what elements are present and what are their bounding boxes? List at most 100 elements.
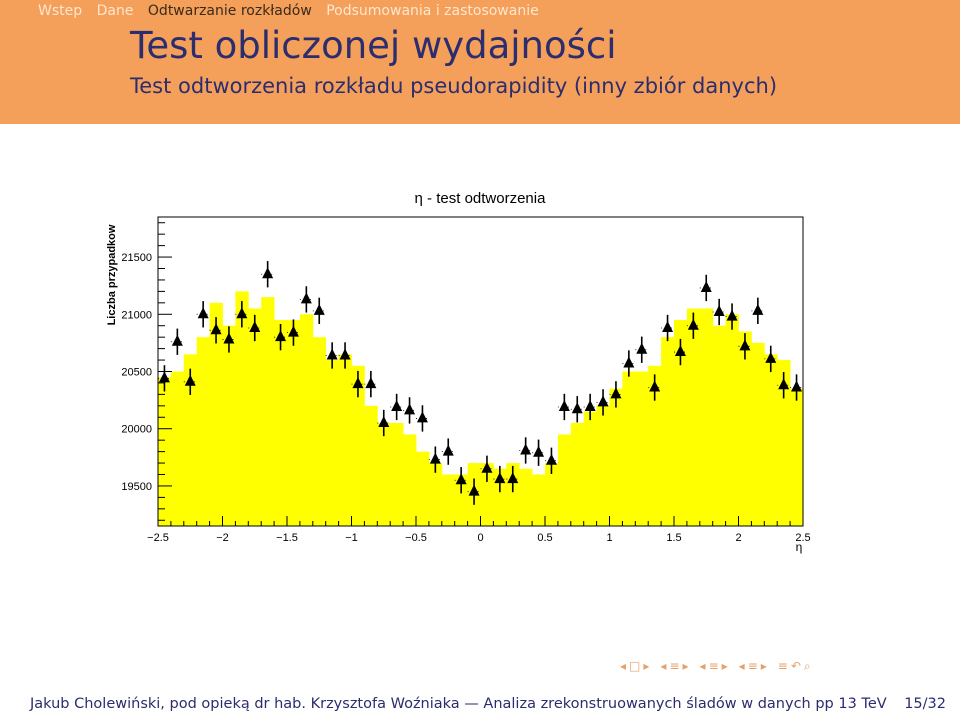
histogram-bar xyxy=(274,320,288,526)
footer-author-title: Jakub Cholewiński, pod opieką dr hab. Kr… xyxy=(30,696,887,712)
data-point xyxy=(404,403,416,415)
data-point xyxy=(687,318,699,330)
slide-header: Wstep Dane Odtwarzanie rozkładów Podsumo… xyxy=(0,0,960,124)
y-tick-label: 20000 xyxy=(121,424,152,436)
histogram-bar xyxy=(416,451,430,526)
data-point xyxy=(184,374,196,386)
histogram-bar xyxy=(390,423,404,526)
histogram-bar xyxy=(261,297,275,526)
histogram-bar xyxy=(364,405,378,526)
data-point xyxy=(623,356,635,368)
data-point xyxy=(313,303,325,315)
data-point xyxy=(391,399,403,411)
histogram-bar xyxy=(196,337,210,526)
x-tick-label: 0 xyxy=(477,532,483,544)
slide-footer: Jakub Cholewiński, pod opieką dr hab. Kr… xyxy=(0,690,960,720)
histogram-bar xyxy=(325,360,339,526)
histogram-bar xyxy=(493,468,507,526)
histogram-bar xyxy=(686,308,701,526)
histogram-bar xyxy=(287,320,301,526)
data-point xyxy=(300,292,312,304)
histogram-bar xyxy=(661,337,675,526)
histogram-bar xyxy=(377,423,391,526)
y-tick-label: 20500 xyxy=(121,367,152,379)
x-tick-label: −0.5 xyxy=(405,532,427,544)
data-point xyxy=(158,371,170,383)
data-point xyxy=(713,304,725,316)
histogram-bar xyxy=(583,411,597,526)
x-tick-label: 2 xyxy=(735,532,741,544)
arrow-left-icon[interactable]: ◂ xyxy=(620,659,628,673)
histogram-bar xyxy=(699,308,714,526)
y-tick-label: 21500 xyxy=(121,252,152,264)
nav-item-dane[interactable]: Dane xyxy=(96,3,134,19)
histogram-bar xyxy=(222,325,236,526)
histogram-bar xyxy=(183,354,198,526)
beamer-navigation-bar: ◂ □ ▸ ◂ ≡ ▸ ◂ ≡ ▸ ◂ ≡ ▸ ≡ ↶ ⌕ xyxy=(620,659,822,674)
nav-item-podsumowania[interactable]: Podsumowania i zastosowanie xyxy=(326,3,539,19)
data-point xyxy=(249,321,261,333)
data-point xyxy=(468,484,480,496)
undo-icon[interactable]: ↶ xyxy=(790,659,802,673)
data-point xyxy=(571,402,583,414)
arrow-right-icon[interactable]: ▸ xyxy=(643,659,651,673)
frame-icon[interactable]: □ xyxy=(629,659,642,673)
data-point xyxy=(481,461,493,473)
data-point xyxy=(197,307,209,319)
histogram-bar xyxy=(738,331,752,526)
x-tick-label: 1 xyxy=(606,532,612,544)
data-point xyxy=(455,473,467,485)
data-point xyxy=(597,395,609,407)
data-point xyxy=(494,472,506,484)
histogram-bar xyxy=(170,371,185,526)
histogram-bar xyxy=(596,405,610,526)
histogram-bar xyxy=(557,434,572,526)
histogram-bar xyxy=(545,463,559,526)
presentation-icon[interactable]: ≡ xyxy=(747,659,759,673)
data-point xyxy=(752,303,764,315)
histogram-bar xyxy=(248,308,262,526)
histogram-bar xyxy=(622,371,636,526)
data-point xyxy=(636,342,648,354)
histogram-bar xyxy=(751,342,765,526)
search-icon[interactable]: ⌕ xyxy=(803,659,812,673)
arrow-left-icon[interactable]: ◂ xyxy=(660,659,668,673)
align-icon[interactable]: ≡ xyxy=(777,659,789,673)
data-point xyxy=(558,399,570,411)
histogram-bar xyxy=(454,474,468,526)
arrow-left-icon[interactable]: ◂ xyxy=(699,659,707,673)
x-tick-label: −2.5 xyxy=(147,532,169,544)
data-point xyxy=(649,380,661,392)
arrow-right-icon[interactable]: ▸ xyxy=(682,659,690,673)
data-point xyxy=(726,309,738,321)
histogram-bar xyxy=(441,474,456,526)
nav-item-wstep[interactable]: Wstep xyxy=(38,3,83,19)
plot-area: 19500 20000 20500 21000 21500 −2.5 −2 −1.5 −1 −0.… xyxy=(121,216,811,544)
chart-title: η - test odtworzenia xyxy=(415,190,547,207)
eta-histogram-chart: η - test odtworzenia 1950020000205002100… xyxy=(106,190,811,554)
histogram-bar xyxy=(674,320,688,526)
arrow-right-icon[interactable]: ▸ xyxy=(721,659,729,673)
arrow-right-icon[interactable]: ▸ xyxy=(760,659,768,673)
subsection-icon[interactable]: ≡ xyxy=(669,659,681,673)
x-tick-label: −2 xyxy=(216,532,229,544)
data-point xyxy=(365,377,377,389)
data-point xyxy=(545,453,557,465)
histogram-bar xyxy=(428,463,443,526)
page-number: 15/32 xyxy=(904,696,946,712)
histogram-bar xyxy=(764,354,778,526)
arrow-left-icon[interactable]: ◂ xyxy=(738,659,746,673)
nav-item-odtwarzanie[interactable]: Odtwarzanie rozkładów xyxy=(147,3,312,19)
data-point xyxy=(778,378,790,390)
histogram-bar xyxy=(519,468,533,526)
section-icon[interactable]: ≡ xyxy=(708,659,720,673)
data-point xyxy=(275,330,287,342)
slide-title: Test obliczonej wydajności xyxy=(130,24,617,67)
data-point xyxy=(171,334,183,346)
data-point xyxy=(584,399,596,411)
histogram-bar xyxy=(403,434,417,526)
data-point xyxy=(662,321,674,333)
y-axis-label: Liczba przypadkow xyxy=(106,224,118,325)
x-tick-label: −1 xyxy=(345,532,358,544)
histogram-bar xyxy=(312,337,327,526)
